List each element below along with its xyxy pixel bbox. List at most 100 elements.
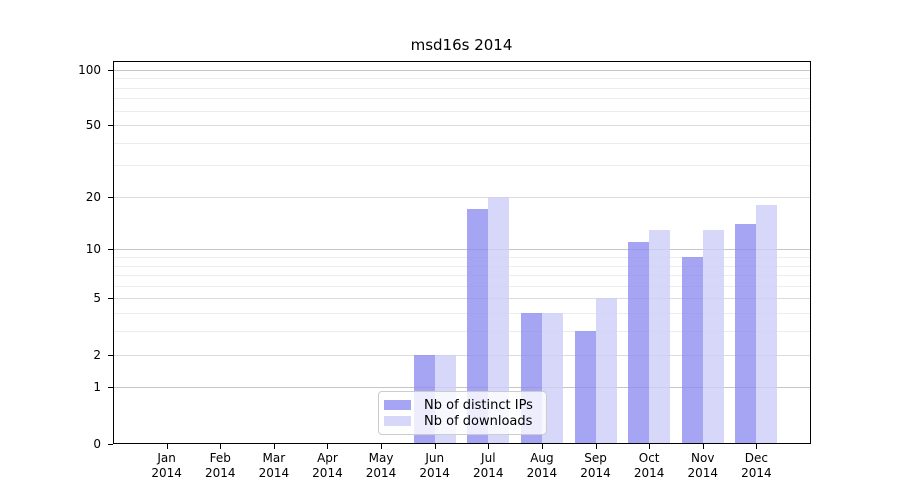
x-tick-label-nov: Nov 2014 [671,451,735,481]
bar-jul-downloads [488,196,510,443]
x-tick-year: 2014 [741,466,772,480]
gridline-minor-y80 [113,87,810,89]
y-tick-5 [108,298,113,300]
gridline-major-y100 [113,69,810,71]
x-tick-month: Mar [262,451,286,465]
gridline-major-y10 [113,249,810,251]
gridline-minor-y90 [113,78,810,80]
y-tick-2 [108,354,113,356]
x-tick-month: Jul [481,451,496,465]
x-tick-label-jan: Jan 2014 [135,451,199,481]
x-tick-mar [273,444,275,449]
x-tick-month: Nov [691,451,715,465]
y-tick-label-5: 5 [93,291,101,306]
x-tick-label-aug: Aug 2014 [510,451,574,481]
y-tick-1 [108,387,113,389]
x-tick-year: 2014 [687,466,719,480]
gridline-major-y1 [113,387,810,389]
x-tick-month: May [368,451,394,465]
legend-swatch-distinct-ips [384,400,411,410]
gridline-minor-y8 [113,265,810,267]
x-tick-month: Feb [209,451,231,465]
x-tick-jun [434,444,436,449]
y-tick-50 [108,125,113,127]
axis-spine-bottom [113,443,811,444]
x-tick-label-feb: Feb 2014 [188,451,252,481]
bar-oct-downloads [649,229,671,443]
x-tick-year: 2014 [258,466,290,480]
x-tick-month: Sep [584,451,607,465]
gridline-minor-y60 [113,110,810,112]
legend-item-distinct-ips: Nb of distinct IPs [384,397,538,413]
bar-sep-downloads [595,298,617,443]
bar-nov-downloads [702,229,724,443]
x-tick-jan [166,444,168,449]
y-tick-label-1: 1 [93,380,101,395]
y-tick-label-50: 50 [85,118,101,133]
y-tick-20 [108,196,113,198]
x-tick-label-mar: Mar 2014 [242,451,306,481]
x-tick-apr [327,444,329,449]
x-tick-label-oct: Oct 2014 [617,451,681,481]
axis-spine-left [113,61,114,444]
x-tick-year: 2014 [419,466,450,480]
x-tick-label-jun: Jun 2014 [403,451,467,481]
x-tick-year: 2014 [204,466,236,480]
y-tick-label-2: 2 [93,347,101,362]
y-tick-label-100: 100 [78,62,101,77]
x-tick-aug [541,444,543,449]
chart-title: msd16s 2014 [410,36,513,54]
x-tick-sep [595,444,597,449]
x-tick-month: Dec [744,451,768,465]
gridline-major-y5 [113,298,810,300]
plot-area [113,61,810,443]
legend: Nb of distinct IPs Nb of downloads [378,391,547,435]
x-tick-feb [220,444,222,449]
x-tick-month: Jan [157,451,176,465]
x-tick-label-sep: Sep 2014 [564,451,628,481]
y-tick-label-10: 10 [85,242,101,257]
x-tick-jul [488,444,490,449]
x-tick-may [381,444,383,449]
legend-swatch-downloads [384,416,411,426]
legend-label-distinct-ips: Nb of distinct IPs [424,397,533,413]
y-tick-0 [108,443,113,445]
x-tick-label-may: May 2014 [349,451,413,481]
gridline-minor-y40 [113,142,810,144]
x-tick-year: 2014 [312,466,343,480]
x-tick-oct [649,444,651,449]
x-tick-label-dec: Dec 2014 [724,451,788,481]
x-tick-year: 2014 [633,466,665,480]
x-tick-dec [756,444,758,449]
legend-item-downloads: Nb of downloads [384,413,538,429]
y-tick-100 [108,69,113,71]
gridline-minor-y3 [113,331,810,333]
bar-sep-distinct-ips [574,331,596,443]
x-tick-month: Aug [530,451,554,465]
x-tick-month: Jun [425,451,445,465]
x-tick-label-jul: Jul 2014 [456,451,520,481]
gridline-minor-y6 [113,285,810,287]
legend-label-downloads: Nb of downloads [424,413,533,429]
x-tick-year: 2014 [473,466,504,480]
bar-dec-distinct-ips [735,224,757,443]
bar-nov-distinct-ips [681,257,703,443]
x-tick-year: 2014 [151,466,182,480]
y-tick-10 [108,249,113,251]
x-tick-month: Oct [638,451,660,465]
bar-jul-distinct-ips [467,209,489,443]
x-tick-year: 2014 [365,466,397,480]
gridline-major-y50 [113,125,810,127]
x-tick-year: 2014 [526,466,558,480]
x-tick-nov [702,444,704,449]
gridline-minor-y9 [113,257,810,258]
x-tick-year: 2014 [580,466,611,480]
axis-spine-right [810,61,811,444]
gridline-minor-y4 [113,313,810,315]
bar-aug-downloads [541,313,563,443]
y-tick-label-0: 0 [93,436,101,451]
axis-spine-top [113,61,811,62]
gridline-major-y20 [113,196,810,198]
x-tick-month: Apr [317,451,338,465]
